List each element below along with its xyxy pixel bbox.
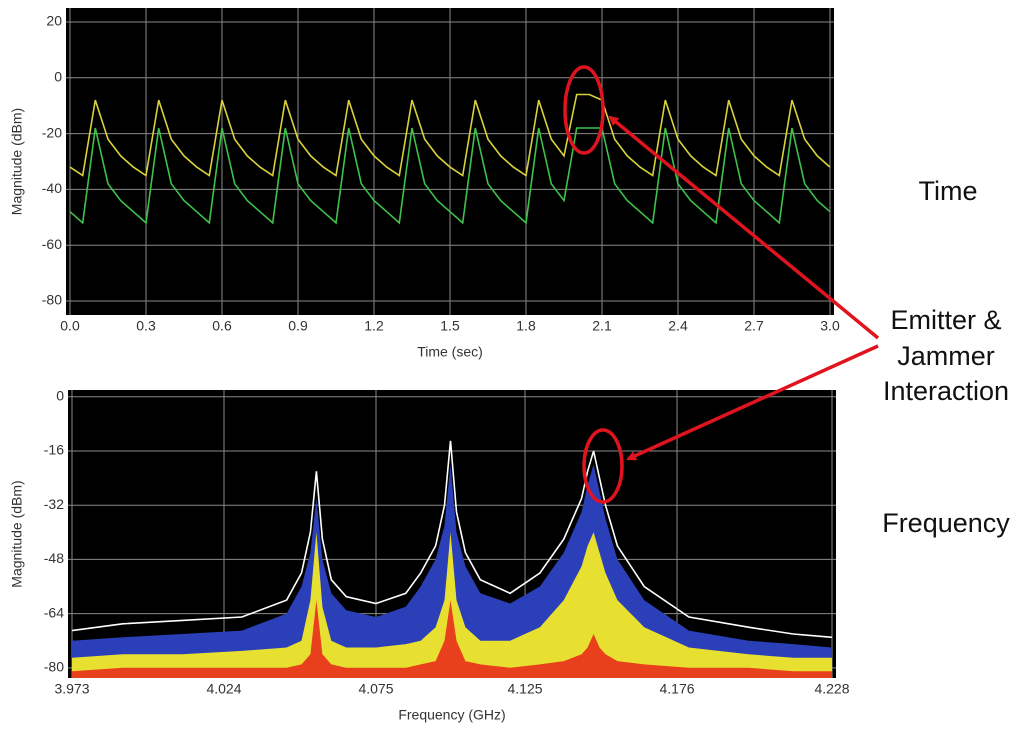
y-tick-label: -60 (42, 236, 62, 252)
y-tick-label: -80 (42, 292, 62, 308)
x-tick-label: 4.228 (814, 681, 849, 697)
interaction-label: Jammer (897, 341, 995, 371)
area (72, 600, 832, 678)
x-tick-label: 1.5 (440, 318, 460, 334)
x-tick-label: 4.024 (206, 681, 241, 697)
y-tick-label: 0 (56, 387, 64, 403)
frequency-label: Frequency (882, 508, 1010, 538)
line (69, 93, 831, 177)
y-axis-label: Magnitude (dBm) (9, 108, 25, 215)
x-tick-label: 1.2 (364, 318, 384, 334)
highlight-circle (582, 428, 624, 504)
y-tick-label: -48 (44, 550, 64, 566)
y-tick-label: -40 (42, 180, 62, 196)
x-tick-label: 1.8 (516, 318, 536, 334)
y-tick-label: 20 (46, 13, 62, 29)
highlight-circle (563, 65, 605, 155)
arrow (608, 115, 880, 340)
x-tick-label: 4.176 (659, 681, 694, 697)
interaction-label: Emitter & (890, 305, 1001, 335)
time-label: Time (919, 176, 978, 206)
line (69, 127, 831, 225)
y-tick-label: -64 (44, 604, 64, 620)
y-tick-label: -32 (44, 496, 64, 512)
x-tick-label: 2.1 (592, 318, 612, 334)
area (72, 532, 832, 678)
x-tick-label: 4.125 (507, 681, 542, 697)
x-tick-label: 0.6 (212, 318, 232, 334)
interaction-label: Interaction (883, 376, 1009, 406)
x-tick-label: 0.3 (136, 318, 156, 334)
x-tick-label: 0.9 (288, 318, 308, 334)
x-tick-label: 4.075 (358, 681, 393, 697)
x-tick-label: 0.0 (60, 318, 80, 334)
x-tick-label: 2.4 (668, 318, 688, 334)
x-tick-label: 3.0 (820, 318, 840, 334)
y-tick-label: 0 (54, 68, 62, 84)
y-tick-label: -16 (44, 442, 64, 458)
x-axis-label: Frequency (GHz) (398, 707, 505, 723)
line (71, 440, 833, 639)
y-tick-label: -80 (44, 659, 64, 675)
x-axis-label: Time (sec) (417, 344, 483, 360)
x-tick-label: 3.973 (54, 681, 89, 697)
y-axis-label: Magnitude (dBm) (9, 480, 25, 587)
y-tick-label: -20 (42, 124, 62, 140)
arrow (626, 344, 879, 461)
x-tick-label: 2.7 (744, 318, 764, 334)
plots: 20 0 -20 -40 -60 -80 0.0 0.3 0.6 0.9 1.2 1.5 1.8 2.1 2… (9, 8, 850, 723)
